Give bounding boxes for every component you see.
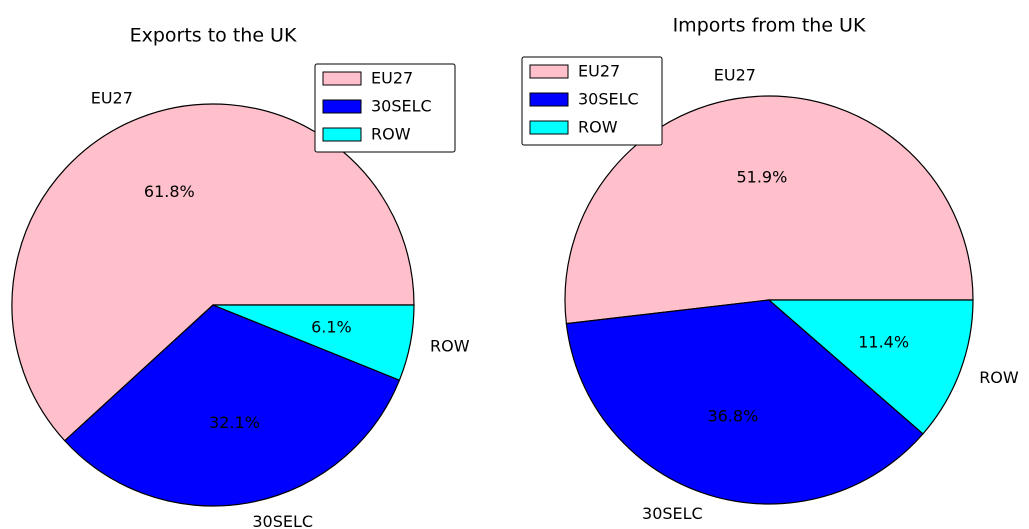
value-label: 6.1% <box>311 317 352 336</box>
legend-label: ROW <box>578 118 618 137</box>
slice-label: 30SELC <box>252 512 313 529</box>
value-label: 51.9% <box>736 167 787 186</box>
legend-label: 30SELC <box>578 90 639 109</box>
chart-title: Exports to the UK <box>130 25 297 47</box>
legend-swatch <box>529 120 569 135</box>
legend-swatch <box>322 71 362 86</box>
value-label: 32.1% <box>209 413 260 432</box>
value-label: 36.8% <box>707 406 758 425</box>
pie-slice <box>565 299 924 505</box>
chart-title: Imports from the UK <box>673 15 866 37</box>
pie-slice <box>767 299 974 435</box>
slice-label: 30SELC <box>642 504 703 523</box>
slice-label: ROW <box>979 368 1019 387</box>
legend-label: EU27 <box>371 69 413 88</box>
slice-label: EU27 <box>91 88 133 107</box>
legend-swatch <box>322 99 362 114</box>
legend-label: ROW <box>371 125 411 144</box>
pie-slice <box>564 95 974 325</box>
pie-slice <box>63 304 401 507</box>
slice-label: EU27 <box>714 65 756 84</box>
value-label: 61.8% <box>144 182 195 201</box>
legend-swatch <box>322 127 362 142</box>
pie-slice <box>11 103 415 442</box>
value-label: 11.4% <box>858 332 909 351</box>
pie-slice <box>212 304 415 381</box>
legend-swatch <box>529 92 569 107</box>
legend-label: 30SELC <box>371 97 432 116</box>
slice-label: ROW <box>430 337 470 356</box>
legend-label: EU27 <box>578 62 620 81</box>
legend-swatch <box>529 64 569 79</box>
